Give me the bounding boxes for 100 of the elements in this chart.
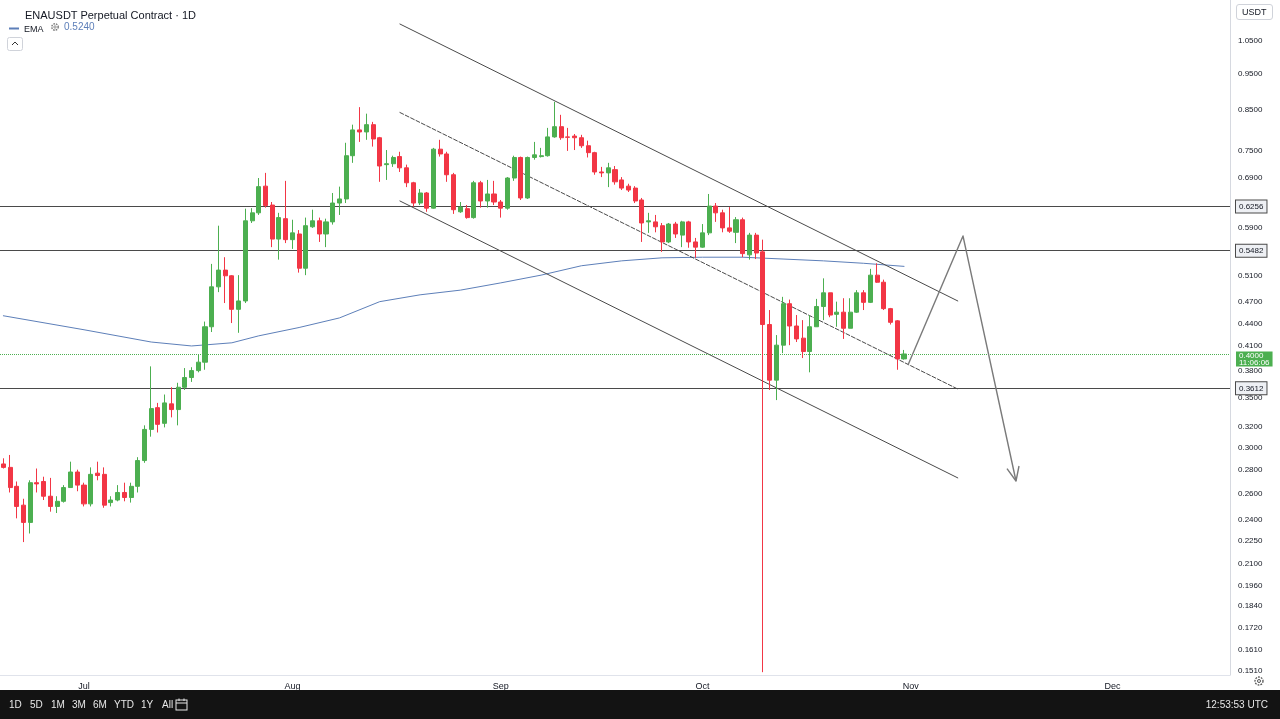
y-tick-label: 0.9500 [1238,68,1264,78]
candlestick [397,151,402,173]
candlestick [888,307,893,326]
candlestick [290,219,295,250]
candlestick [169,386,174,418]
x-tick-label: Nov [902,680,920,691]
candlestick [431,147,436,210]
x-tick-label: Dec [1104,680,1121,691]
annotation: 0.5240 [64,21,95,32]
candlestick [236,274,241,334]
candlestick [115,484,120,502]
candlestick [276,212,281,261]
candlestick [418,188,423,206]
candlestick [713,202,718,223]
y-tick-label: 0.2100 [1238,558,1264,568]
candlestick [465,204,470,220]
candlestick [861,289,866,311]
candlestick [505,176,510,211]
candlestick [34,468,39,493]
candlestick [384,149,389,181]
text: ENAUSDT Perpetual Contract · 1D [25,8,197,21]
legend-label: EMA [24,23,44,34]
y-tick-label: 0.5100 [1238,270,1264,280]
candlestick [707,193,712,236]
candlestick [263,172,268,209]
candlestick [411,181,416,208]
candlestick [512,155,517,182]
candlestick [149,365,154,438]
candlestick [653,214,658,233]
candlestick [297,229,302,274]
candlestick [740,217,745,258]
text: 1D [9,699,22,710]
text: 5D [30,699,43,710]
y-tick-label: 0.2250 [1238,536,1264,546]
candlestick [821,277,826,321]
candlestick [364,113,369,141]
candlestick [95,461,100,481]
y-tick-label: 0.3500 [1238,392,1264,402]
ref-line-label: 0.4000 11:06:06 [1239,350,1271,368]
candlestick [162,394,167,428]
candlestick [283,180,288,244]
candlestick [686,220,691,249]
y-tick-label: 0.5900 [1238,223,1264,233]
y-tick-label: 0.1960 [1238,580,1264,590]
candlestick [532,141,537,161]
candlestick [88,466,93,507]
y-tick-label: 1.0500 [1238,36,1264,46]
x-tick-label: Jul [78,680,90,691]
y-tick-label: 0.8500 [1238,104,1264,114]
candlestick [525,156,530,200]
candlestick [1,457,6,470]
candlestick [680,220,685,248]
candlestick [747,232,752,261]
x-tick-label: Sep [492,680,509,691]
candlestick [700,223,705,249]
candlestick [270,201,275,248]
candlestick [404,164,409,188]
candlestick [48,477,53,513]
y-tick-label: 0.6900 [1238,172,1264,182]
candlestick [317,217,322,243]
ref-line-label: 0.5482 [1239,246,1265,256]
text: 3M [72,699,86,710]
text: USDT [1236,4,1273,20]
y-tick-label: 0.4700 [1238,297,1264,307]
candlestick [572,133,577,151]
candlestick [606,162,611,188]
candlestick [310,209,315,229]
y-tick-label: 0.4100 [1238,341,1264,351]
y-tick-label: 0.3800 [1238,366,1264,376]
candlestick [485,179,490,209]
candlestick [243,208,248,304]
y-tick-label: 0.3000 [1238,442,1264,452]
candlestick [424,191,429,213]
candlestick [189,366,194,383]
candlestick [868,268,873,304]
candlestick [787,299,792,346]
ref-line-label: 0.6256 [1239,202,1265,212]
y-tick-label: 0.3200 [1238,421,1264,431]
candlestick [794,314,799,343]
text: YTD [114,699,134,710]
text: 6M [93,699,107,710]
text: All [162,699,174,710]
candlestick [841,297,846,340]
candlestick [895,319,900,371]
candlestick [727,206,732,234]
candlestick [599,166,604,178]
candlestick [814,298,819,328]
y-tick-label: 0.1840 [1238,601,1264,611]
x-tick-label: Oct [695,680,710,691]
candlestick [767,309,772,391]
candlestick [337,186,342,216]
text: 1M [51,699,65,710]
candlestick [518,156,523,201]
y-tick-label: 0.1720 [1238,623,1264,633]
candlestick [122,482,127,502]
candlestick [478,180,483,209]
candlestick [108,495,113,507]
y-tick-label: 0.1610 [1238,644,1264,654]
candlestick [303,217,308,276]
candlestick [68,461,73,489]
